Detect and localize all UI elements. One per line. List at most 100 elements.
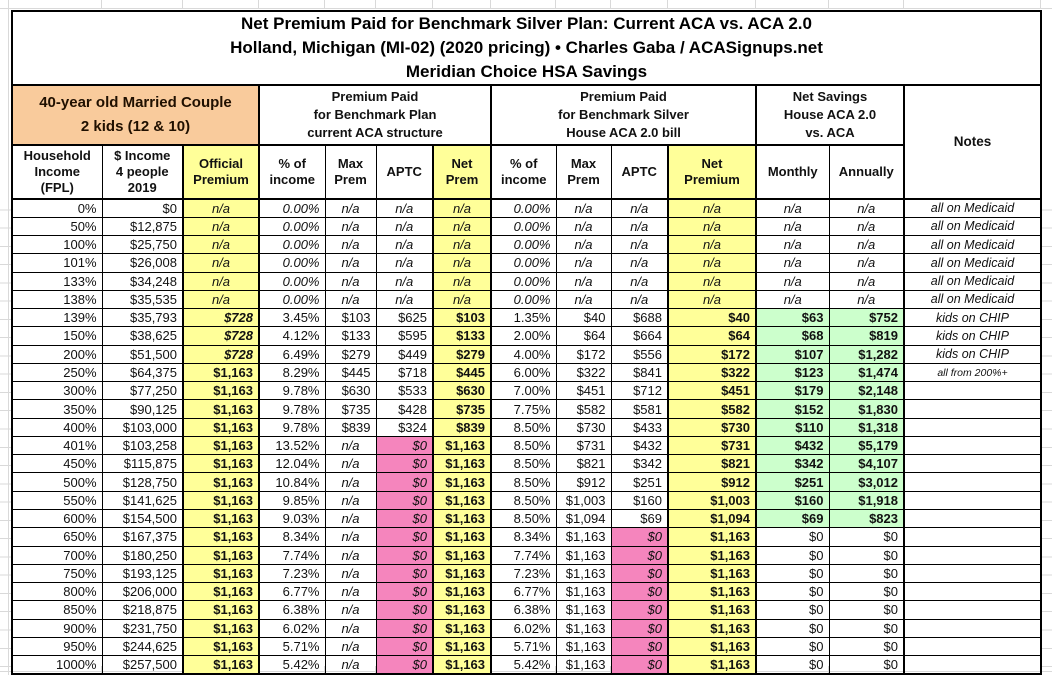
cell-aptc-aca[interactable]: $0 (375, 509, 434, 529)
cell-fpl[interactable]: 950% (11, 636, 103, 657)
cell-aptc-aca[interactable]: $0 (375, 472, 434, 492)
cell-pct-income-aca2[interactable]: 5.71% (490, 636, 557, 657)
cell-savings-annually[interactable]: n/a (828, 235, 905, 255)
cell-net-premium-aca2[interactable]: $322 (667, 362, 757, 383)
cell-fpl[interactable]: 700% (11, 545, 103, 565)
cell-max-prem-aca[interactable]: n/a (324, 454, 377, 474)
group-header-current-aca[interactable]: Premium Paid for Benchmark Plan current … (258, 84, 492, 146)
cell-pct-income-aca2[interactable]: 7.00% (490, 381, 557, 401)
cell-pct-income-aca[interactable]: 0.00% (258, 216, 326, 237)
cell-savings-annually[interactable]: $1,474 (828, 362, 905, 383)
cell-notes[interactable] (903, 582, 1042, 602)
cell-max-prem-aca[interactable]: n/a (324, 271, 377, 291)
cell-aptc-aca[interactable]: $0 (375, 636, 434, 657)
cell-aptc-aca[interactable]: $0 (375, 545, 434, 565)
cell-aptc-aca[interactable]: $324 (375, 417, 434, 437)
cell-income[interactable]: $26,008 (101, 253, 184, 273)
cell-max-prem-aca2[interactable]: n/a (555, 271, 612, 291)
cell-official-premium[interactable]: $1,163 (182, 362, 260, 383)
cell-income[interactable]: $25,750 (101, 235, 184, 255)
column-header-pct-income-aca[interactable]: % of income (258, 144, 326, 200)
cell-savings-monthly[interactable]: $152 (755, 399, 830, 419)
cell-income[interactable]: $128,750 (101, 472, 184, 492)
cell-savings-annually[interactable]: $1,918 (828, 490, 905, 511)
cell-savings-annually[interactable]: $0 (828, 582, 905, 602)
cell-max-prem-aca[interactable]: n/a (324, 490, 377, 511)
cell-fpl[interactable]: 750% (11, 563, 103, 584)
cell-savings-annually[interactable]: n/a (828, 271, 905, 291)
cell-savings-monthly[interactable]: n/a (755, 235, 830, 255)
cell-income[interactable]: $218,875 (101, 600, 184, 620)
cell-savings-monthly[interactable]: n/a (755, 198, 830, 218)
cell-net-premium-aca2[interactable]: $1,163 (667, 527, 757, 547)
cell-pct-income-aca2[interactable]: 8.50% (490, 417, 557, 437)
cell-aptc-aca2[interactable]: $0 (610, 655, 669, 675)
cell-net-prem-aca[interactable]: $1,163 (432, 527, 492, 547)
cell-official-premium[interactable]: n/a (182, 289, 260, 310)
cell-fpl[interactable]: 250% (11, 362, 103, 383)
cell-max-prem-aca[interactable]: $445 (324, 362, 377, 383)
cell-savings-annually[interactable]: $3,012 (828, 472, 905, 492)
cell-net-prem-aca[interactable]: $1,163 (432, 454, 492, 474)
cell-pct-income-aca[interactable]: 5.42% (258, 655, 326, 675)
cell-savings-monthly[interactable]: $0 (755, 600, 830, 620)
cell-notes[interactable] (903, 454, 1042, 474)
cell-aptc-aca2[interactable]: $581 (610, 399, 669, 419)
column-header-aptc-aca2[interactable]: APTC (610, 144, 669, 200)
cell-savings-monthly[interactable]: $123 (755, 362, 830, 383)
cell-net-premium-aca2[interactable]: $1,163 (667, 545, 757, 565)
cell-aptc-aca[interactable]: $449 (375, 344, 434, 364)
cell-income[interactable]: $34,248 (101, 271, 184, 291)
cell-official-premium[interactable]: n/a (182, 235, 260, 255)
group-header-aca20[interactable]: Premium Paid for Benchmark Silver House … (490, 84, 757, 146)
cell-savings-annually[interactable]: $1,282 (828, 344, 905, 364)
cell-max-prem-aca[interactable]: n/a (324, 582, 377, 602)
cell-pct-income-aca2[interactable]: 0.00% (490, 216, 557, 237)
cell-notes[interactable] (903, 509, 1042, 529)
cell-net-premium-aca2[interactable]: n/a (667, 271, 757, 291)
cell-notes[interactable]: all on Medicaid (903, 216, 1042, 237)
cell-savings-monthly[interactable]: $160 (755, 490, 830, 511)
cell-net-prem-aca[interactable]: $1,163 (432, 582, 492, 602)
cell-fpl[interactable]: 550% (11, 490, 103, 511)
cell-max-prem-aca2[interactable]: $40 (555, 308, 612, 328)
cell-savings-monthly[interactable]: n/a (755, 271, 830, 291)
cell-income[interactable]: $35,793 (101, 308, 184, 328)
cell-pct-income-aca[interactable]: 9.85% (258, 490, 326, 511)
cell-net-premium-aca2[interactable]: $1,094 (667, 509, 757, 529)
table-title[interactable]: Net Premium Paid for Benchmark Silver Pl… (11, 10, 1042, 86)
cell-fpl[interactable]: 450% (11, 454, 103, 474)
cell-net-premium-aca2[interactable]: n/a (667, 289, 757, 310)
cell-savings-monthly[interactable]: $0 (755, 636, 830, 657)
cell-savings-annually[interactable]: $819 (828, 326, 905, 346)
cell-net-prem-aca[interactable]: $1,163 (432, 655, 492, 675)
cell-aptc-aca[interactable]: n/a (375, 216, 434, 237)
cell-savings-annually[interactable]: $5,179 (828, 435, 905, 456)
cell-pct-income-aca[interactable]: 9.03% (258, 509, 326, 529)
cell-net-prem-aca[interactable]: n/a (432, 216, 492, 237)
cell-max-prem-aca2[interactable]: n/a (555, 253, 612, 273)
cell-aptc-aca[interactable]: n/a (375, 198, 434, 218)
cell-aptc-aca[interactable]: $0 (375, 582, 434, 602)
column-header-max-prem-aca[interactable]: Max Prem (324, 144, 377, 200)
cell-official-premium[interactable]: $1,163 (182, 417, 260, 437)
cell-notes[interactable]: all on Medicaid (903, 198, 1042, 218)
cell-fpl[interactable]: 138% (11, 289, 103, 310)
cell-max-prem-aca2[interactable]: $1,163 (555, 600, 612, 620)
cell-notes[interactable] (903, 563, 1042, 584)
cell-max-prem-aca2[interactable]: $1,003 (555, 490, 612, 511)
cell-net-prem-aca[interactable]: $279 (432, 344, 492, 364)
cell-net-prem-aca[interactable]: $133 (432, 326, 492, 346)
cell-fpl[interactable]: 500% (11, 472, 103, 492)
cell-savings-annually[interactable]: n/a (828, 216, 905, 237)
column-header-pct-income-aca2[interactable]: % of income (490, 144, 557, 200)
cell-pct-income-aca[interactable]: 4.12% (258, 326, 326, 346)
cell-aptc-aca[interactable]: n/a (375, 253, 434, 273)
cell-max-prem-aca[interactable]: n/a (324, 289, 377, 310)
cell-official-premium[interactable]: $1,163 (182, 435, 260, 456)
cell-income[interactable]: $35,535 (101, 289, 184, 310)
cell-savings-monthly[interactable]: n/a (755, 216, 830, 237)
cell-max-prem-aca[interactable]: n/a (324, 509, 377, 529)
cell-max-prem-aca2[interactable]: $1,163 (555, 527, 612, 547)
cell-aptc-aca[interactable]: n/a (375, 271, 434, 291)
